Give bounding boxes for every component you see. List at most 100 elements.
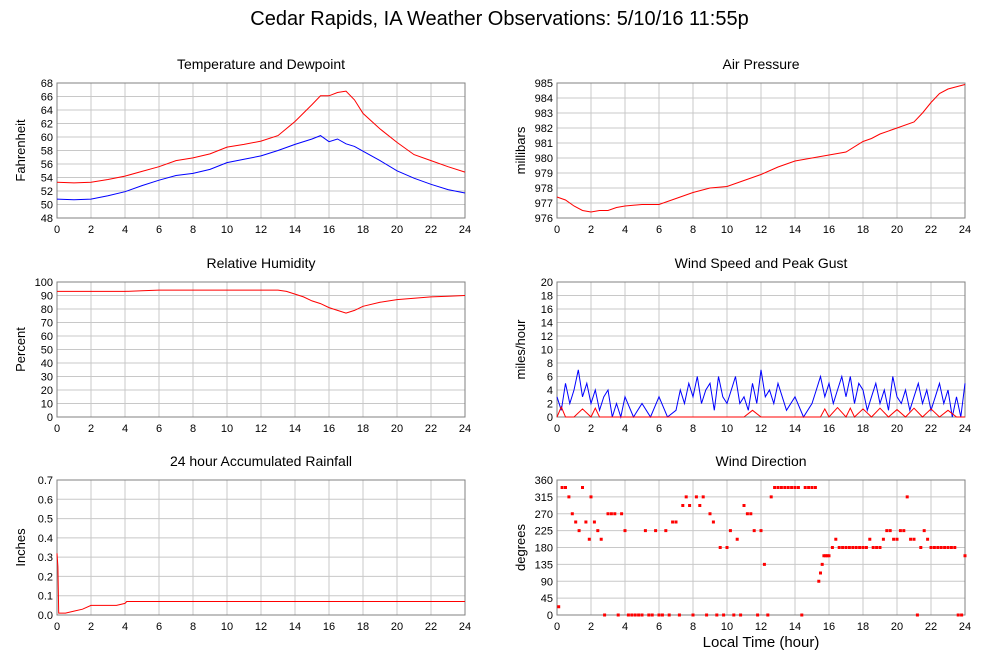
- x-tick-label: 2: [88, 621, 94, 633]
- data-point: [609, 512, 613, 516]
- data-point: [963, 554, 967, 558]
- plot-frame: [556, 82, 966, 219]
- data-point: [688, 504, 692, 507]
- x-tick-label: 6: [656, 423, 662, 435]
- data-point: [946, 546, 950, 549]
- x-tick-label: 24: [959, 224, 971, 236]
- data-point: [596, 529, 600, 533]
- data-point: [718, 546, 722, 549]
- y-tick-label: 0.1: [38, 591, 53, 603]
- data-point: [599, 537, 603, 541]
- data-point: [592, 520, 596, 524]
- x-tick-label: 18: [857, 621, 869, 633]
- x-tick-label: 18: [857, 224, 869, 236]
- x-tick-label: 6: [156, 621, 162, 633]
- data-point: [560, 486, 564, 489]
- x-tick-label: 6: [656, 224, 662, 236]
- series-line-0: [57, 289, 466, 314]
- y-tick-label: 977: [535, 198, 553, 210]
- data-point: [813, 486, 817, 489]
- data-point: [616, 613, 620, 617]
- data-point: [752, 529, 756, 533]
- x-tick-label: 14: [789, 621, 801, 633]
- data-point: [650, 613, 654, 617]
- y-tick-label: 2: [547, 399, 553, 411]
- data-point: [698, 504, 702, 507]
- x-tick-label: 4: [122, 224, 128, 236]
- y-tick-label: 180: [535, 543, 553, 555]
- data-point: [841, 546, 845, 549]
- page-title: Cedar Rapids, IA Weather Observations: 5…: [250, 8, 749, 30]
- x-tick-label: 20: [391, 224, 403, 236]
- data-point: [647, 613, 651, 617]
- chart-title: Relative Humidity: [207, 255, 316, 271]
- data-point: [878, 546, 882, 549]
- data-point: [623, 529, 627, 533]
- y-tick-label: 135: [535, 559, 553, 571]
- data-point: [898, 529, 902, 533]
- y-tick-label: 52: [41, 186, 53, 198]
- y-tick-label: 0: [547, 610, 553, 622]
- data-point: [577, 529, 581, 533]
- data-point: [701, 495, 705, 499]
- data-point: [664, 529, 668, 533]
- y-tick-label: 58: [41, 146, 53, 158]
- data-point: [715, 613, 719, 617]
- y-tick-label: 56: [41, 159, 53, 171]
- data-point: [868, 537, 872, 541]
- y-tick-label: 90: [41, 291, 53, 303]
- y-tick-label: 984: [535, 93, 553, 105]
- x-tick-label: 22: [925, 621, 937, 633]
- data-point: [584, 520, 588, 524]
- data-point: [902, 529, 906, 533]
- x-tick-label: 4: [122, 423, 128, 435]
- data-point: [742, 504, 746, 507]
- data-point: [949, 546, 953, 549]
- data-point: [739, 613, 743, 617]
- x-tick-label: 16: [323, 621, 335, 633]
- x-tick-label: 16: [823, 621, 835, 633]
- series-line-0: [556, 369, 966, 419]
- x-tick-label: 8: [690, 621, 696, 633]
- data-point: [691, 613, 695, 617]
- data-point: [820, 562, 824, 566]
- y-tick-label: 50: [41, 345, 53, 357]
- x-tick-label: 6: [656, 621, 662, 633]
- data-point: [626, 613, 630, 617]
- y-tick-label: 978: [535, 183, 553, 195]
- y-tick-label: 16: [541, 304, 553, 316]
- x-tick-label: 10: [721, 621, 733, 633]
- y-tick-label: 66: [41, 92, 53, 104]
- y-tick-label: 981: [535, 138, 553, 150]
- y-tick-label: 0.3: [38, 552, 53, 564]
- data-point: [851, 546, 855, 549]
- data-point: [677, 613, 681, 617]
- x-tick-label: 14: [289, 621, 301, 633]
- x-tick-label: 12: [255, 224, 267, 236]
- series-line-1: [556, 405, 965, 418]
- y-tick-label: 4: [547, 385, 553, 397]
- data-point: [871, 546, 875, 549]
- data-point: [671, 520, 675, 524]
- data-point: [603, 613, 607, 617]
- data-point: [803, 486, 807, 489]
- data-point: [587, 537, 591, 541]
- x-tick-label: 2: [588, 224, 594, 236]
- x-tick-label: 18: [857, 423, 869, 435]
- x-tick-label: 14: [289, 224, 301, 236]
- series-line-0: [56, 553, 465, 614]
- y-axis-label: Percent: [13, 327, 28, 372]
- data-point: [606, 512, 610, 516]
- y-axis-label: millibars: [513, 126, 528, 174]
- x-tick-label: 16: [823, 224, 835, 236]
- y-tick-label: 10: [541, 345, 553, 357]
- data-point: [837, 546, 841, 549]
- data-point: [895, 537, 899, 541]
- x-tick-label: 4: [622, 621, 628, 633]
- data-point: [630, 613, 634, 617]
- y-tick-label: 0: [547, 412, 553, 424]
- data-point: [657, 613, 661, 617]
